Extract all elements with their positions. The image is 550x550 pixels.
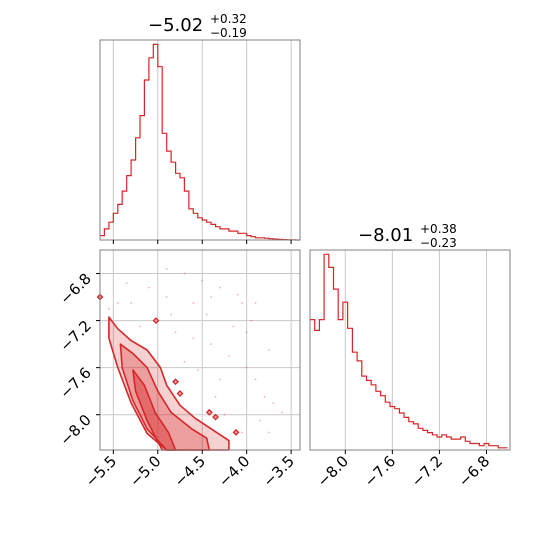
scatter-point [196,369,199,371]
scatter-point [267,431,270,434]
scatter-point [259,419,261,422]
scatter-point [250,319,253,322]
right-title-plus: +0.38 [420,222,457,236]
contour-island [172,378,179,386]
scatter-point [254,378,257,381]
scatter-point [125,282,128,284]
x-tick-label: −7.2 [408,452,446,490]
contour-island [205,408,213,416]
bottom-right-histogram [310,253,508,449]
scatter-point [227,354,230,357]
scatter-point [183,272,186,275]
scatter-point [192,337,195,340]
bottom-right-frame [309,249,511,451]
x-tick-label: −6.8 [455,452,493,490]
bottom-left-frame [99,249,301,451]
x-tick-label: −5.0 [126,452,164,490]
contour-outer [108,316,230,451]
top-title-plus: +0.32 [210,12,247,26]
scatter-point [236,293,239,296]
scatter-point [214,396,217,398]
y-tick-label: −6.8 [56,270,94,308]
scatter-point [116,302,119,304]
bottom-right-x-tick-labels: −8.0 −7.6 −7.2 −6.8 [314,452,494,490]
x-tick-label: −7.6 [361,452,399,490]
top-left-panel: −5.02 +0.32 −0.19 [99,12,301,244]
top-title-value: −5.02 [148,15,203,36]
scatter-point [254,302,257,304]
bottom-left-ticks [96,273,292,454]
bottom-left-contours [108,316,230,451]
bottom-left-grid [100,250,300,450]
top-title-minus: −0.19 [210,26,247,40]
x-tick-label: −4.0 [215,452,253,490]
scatter-point [245,331,248,334]
scatter-point [130,302,133,304]
scatter-point [245,366,248,369]
scatter-point [272,402,275,404]
right-title-minus: −0.23 [420,236,457,250]
y-tick-label: −7.6 [56,364,94,402]
scatter-point [219,286,221,289]
bottom-right-grid [344,250,487,450]
x-tick-label: −3.5 [259,452,297,490]
bottom-left-y-tick-labels: −6.8 −7.2 −7.6 −8.0 [56,270,94,450]
scatter-point [192,302,195,304]
scatter-point [165,296,168,298]
scatter-point [107,307,110,310]
x-tick-label: −5.5 [82,452,120,490]
contour-island [212,413,219,421]
scatter-point [170,313,173,316]
scatter-point [232,325,235,328]
right-title-value: −8.01 [358,225,413,246]
top-left-grid [112,40,292,240]
scatter-point [263,396,266,398]
contour-island [232,428,240,436]
scatter-point [210,343,213,346]
bottom-left-panel: −5.5 −5.0 −4.5 −4.0 −3.5 −6.8 −7.2 −7.6 −8.0 [56,249,301,491]
top-left-frame [99,39,301,241]
scatter-point [223,413,226,416]
y-tick-label: −7.2 [56,317,94,355]
scatter-point [183,360,186,363]
scatter-point [174,331,177,334]
top-left-ticks [112,240,292,244]
contour-island [176,390,184,397]
y-tick-label: −8.0 [56,411,94,449]
x-tick-label: −4.5 [171,452,209,490]
x-tick-label: −8.0 [314,452,352,490]
scatter-point [241,302,244,304]
scatter-point [205,313,208,316]
scatter-point [267,349,270,351]
scatter-point [139,325,141,328]
bottom-left-islands [96,293,240,436]
scatter-point [241,431,244,434]
scatter-point [165,267,168,270]
bottom-right-panel: −8.01 +0.38 −0.23 −8.0 −7.6 −7.2 −6.8 [309,222,511,491]
scatter-point [219,378,221,381]
scatter-point [201,279,204,282]
scatter-point [210,296,213,298]
contour-island [152,317,160,325]
top-left-histogram [100,43,300,241]
bottom-right-ticks [344,450,487,454]
bottom-left-scatter [107,267,284,434]
contour-middle [119,343,211,451]
scatter-point [147,286,150,289]
bottom-left-x-tick-labels: −5.5 −5.0 −4.5 −4.0 −3.5 [82,452,298,490]
scatter-point [281,411,284,414]
